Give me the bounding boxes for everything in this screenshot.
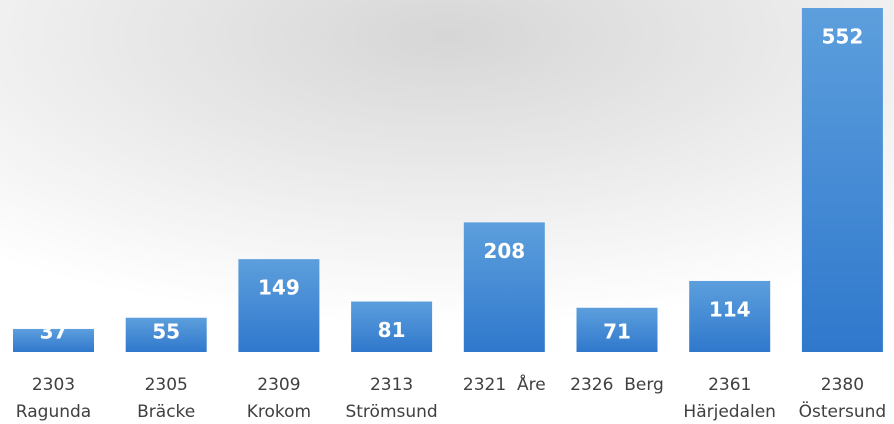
x-tick-label: Ragunda — [16, 402, 91, 422]
x-tick-label: 2313 — [370, 375, 413, 395]
x-tick-label: Bräcke — [137, 402, 195, 422]
bar — [463, 222, 545, 352]
bar — [801, 8, 883, 352]
data-label: 71 — [603, 320, 631, 344]
x-tick-label: 2380 — [821, 375, 864, 395]
bar — [689, 280, 771, 352]
data-label: 552 — [822, 25, 864, 49]
x-tick-label: Strömsund — [345, 402, 437, 422]
x-tick-label: 2321 Åre — [463, 373, 546, 395]
data-label: 149 — [258, 276, 300, 300]
x-tick-label: 2361 — [708, 375, 751, 395]
bar — [576, 307, 658, 352]
x-tick-label: 2303 — [32, 375, 75, 395]
data-label: 114 — [709, 297, 751, 321]
data-label: 37 — [40, 320, 68, 344]
data-label: 81 — [378, 318, 406, 342]
x-tick-label: Östersund — [799, 400, 887, 422]
bar — [351, 301, 433, 352]
data-label: 55 — [152, 320, 180, 344]
x-tick-label: 2309 — [257, 375, 300, 395]
x-tick-label: Härjedalen — [683, 402, 776, 422]
label-area — [0, 360, 894, 424]
x-tick-label: 2305 — [145, 375, 188, 395]
bar — [125, 317, 207, 352]
x-tick-label: 2326 Berg — [570, 375, 664, 395]
data-label: 208 — [483, 239, 525, 263]
bar — [238, 259, 320, 352]
x-tick-label: Krokom — [247, 402, 311, 422]
bar — [13, 328, 94, 352]
